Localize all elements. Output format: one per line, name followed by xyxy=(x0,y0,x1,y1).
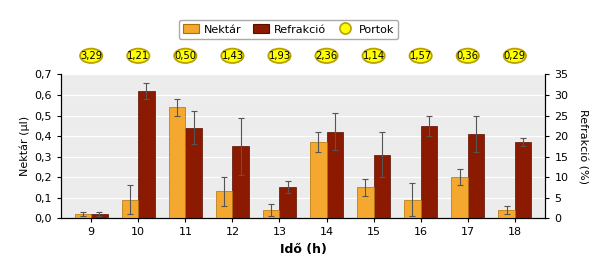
Ellipse shape xyxy=(268,49,291,63)
Bar xyxy=(75,214,91,218)
Text: 0,36: 0,36 xyxy=(457,51,479,61)
Legend: Nektár, Refrakció, Portok: Nektár, Refrakció, Portok xyxy=(179,20,398,39)
X-axis label: Idő (h): Idő (h) xyxy=(279,243,327,256)
Bar xyxy=(216,192,232,218)
Ellipse shape xyxy=(221,49,244,63)
Text: 0,50: 0,50 xyxy=(175,51,196,61)
Bar xyxy=(421,126,437,218)
Bar xyxy=(91,214,108,218)
Y-axis label: Nektár (μl): Nektár (μl) xyxy=(19,116,30,176)
Bar xyxy=(138,91,155,218)
Bar xyxy=(451,177,468,218)
Bar xyxy=(374,155,390,218)
Text: 1,43: 1,43 xyxy=(221,51,244,61)
Bar xyxy=(169,107,185,218)
Text: 1,93: 1,93 xyxy=(268,51,290,61)
Text: 0,29: 0,29 xyxy=(504,51,526,61)
Ellipse shape xyxy=(174,49,196,63)
Text: 2,36: 2,36 xyxy=(316,51,338,61)
Text: 3,29: 3,29 xyxy=(80,51,102,61)
Bar xyxy=(232,146,249,218)
Ellipse shape xyxy=(315,49,338,63)
Bar xyxy=(515,142,531,218)
Text: 1,21: 1,21 xyxy=(127,51,150,61)
Ellipse shape xyxy=(456,49,479,63)
Bar xyxy=(404,200,421,218)
Bar xyxy=(357,187,374,218)
Ellipse shape xyxy=(410,49,432,63)
Bar xyxy=(468,134,484,218)
Y-axis label: Refrakció (%): Refrakció (%) xyxy=(578,109,588,184)
Text: 1,57: 1,57 xyxy=(410,51,432,61)
Ellipse shape xyxy=(362,49,385,63)
Bar xyxy=(185,128,202,218)
Ellipse shape xyxy=(504,49,526,63)
Bar xyxy=(122,200,138,218)
Ellipse shape xyxy=(127,49,150,63)
Bar xyxy=(498,210,515,218)
Bar xyxy=(279,187,296,218)
Bar xyxy=(327,132,343,218)
Text: 1,14: 1,14 xyxy=(362,51,385,61)
Bar xyxy=(263,210,279,218)
Ellipse shape xyxy=(80,49,102,63)
Bar xyxy=(310,142,327,218)
